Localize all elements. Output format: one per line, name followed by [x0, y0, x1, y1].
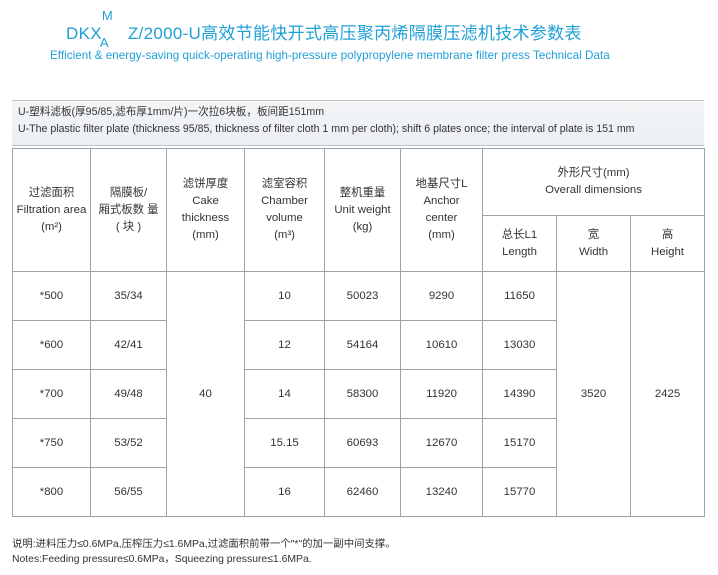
cell-plates: 56/55 [90, 467, 167, 517]
model-prefix: DKX [66, 24, 102, 43]
title-english: Efficient & energy-saving quick-operatin… [50, 49, 610, 62]
cell-anchor: 12670 [400, 418, 483, 468]
footnote-en: Notes:Feeding pressure≤0.6MPa，Squeezing … [12, 554, 312, 565]
header-anchor-center: 地基尺寸L Anchor center (mm) [400, 148, 483, 272]
technical-data-table: 过滤面积 Filtration area (m²) 隔膜板/厢式板数 量( 块 ) … [12, 148, 706, 517]
header-chamber-volume: 滤室容积 Chamber volume (m³) [244, 148, 325, 272]
cell-area: *700 [12, 369, 91, 419]
cell-anchor: 13240 [400, 467, 483, 517]
cell-width: 3520 [556, 271, 631, 517]
cell-area: *750 [12, 418, 91, 468]
model-sup: M [101, 8, 113, 23]
plate-note-en: U-The plastic filter plate (thickness 95… [18, 123, 635, 135]
header-overall-dimensions: 外形尺寸(mm) Overall dimensions [481, 148, 706, 216]
table-row: *700 49/48 14 58300 11920 14390 [12, 369, 705, 419]
cell-chamber: 14 [244, 369, 325, 419]
cell-height: 2425 [629, 271, 706, 517]
footnote-cn: 说明:进料压力≤0.6MPa,压榨压力≤1.6MPa,过滤面积前带一个"*"的加… [12, 539, 396, 550]
header-row-1: 过滤面积 Filtration area (m²) 隔膜板/厢式板数 量( 块 ) … [12, 148, 706, 272]
cell-anchor: 10610 [400, 320, 483, 370]
model-sub: A [99, 35, 109, 50]
cell-length: 14390 [482, 369, 557, 419]
cell-weight: 62460 [324, 467, 401, 517]
model-rest: Z/2000-U [127, 24, 202, 43]
header-area: 过滤面积 Filtration area (m²) [12, 148, 91, 272]
cell-weight: 60693 [324, 418, 401, 468]
cell-anchor: 11920 [400, 369, 483, 419]
cell-anchor: 9290 [400, 271, 483, 321]
table-row: *800 56/55 16 62460 13240 15770 [12, 467, 705, 517]
plate-note-box: U-塑料滤板(厚95/85,滤布厚1mm/片)一次拉6块板，板间距151mm U… [12, 100, 704, 146]
cell-length: 15770 [482, 467, 557, 517]
cell-plates: 42/41 [90, 320, 167, 370]
cell-length: 15170 [482, 418, 557, 468]
table-row: *750 53/52 15.15 60693 12670 15170 [12, 418, 705, 468]
header-length: 总长L1 Length [482, 215, 557, 272]
header-row-2: 总长L1 Length 宽 Width 高 Height [13, 215, 706, 272]
table-row: *500 35/34 40 10 50023 9290 11650 3520 2… [12, 271, 706, 517]
cell-length: 13030 [482, 320, 557, 370]
cell-chamber: 16 [244, 467, 325, 517]
cell-area: *600 [12, 320, 91, 370]
header-width: 宽 Width [556, 215, 631, 272]
cell-cake-thickness: 40 [166, 271, 245, 517]
cell-plates: 53/52 [90, 418, 167, 468]
header-cake-thickness: 滤饼厚度 Cake thickness (mm) [166, 148, 245, 272]
plate-note-cn: U-塑料滤板(厚95/85,滤布厚1mm/片)一次拉6块板，板间距151mm [18, 106, 325, 118]
cell-chamber: 15.15 [244, 418, 325, 468]
cell-area: *800 [12, 467, 91, 517]
document-title: DKX M A Z/2000-U 高效节能快开式高压聚丙烯隔膜压滤机技术参数表 [66, 8, 582, 50]
cell-weight: 58300 [324, 369, 401, 419]
cell-area: *500 [12, 271, 91, 321]
cell-weight: 50023 [324, 271, 401, 321]
header-height: 高 Height [629, 215, 706, 272]
cell-chamber: 12 [244, 320, 325, 370]
model-superscript-subscript: M A [100, 8, 128, 50]
header-plates: 隔膜板/厢式板数 量( 块 ) [90, 148, 167, 272]
cell-chamber: 10 [244, 271, 325, 321]
cell-length: 11650 [482, 271, 557, 321]
footnote: 说明:进料压力≤0.6MPa,压榨压力≤1.6MPa,过滤面积前带一个"*"的加… [12, 537, 396, 567]
cell-plates: 35/34 [90, 271, 167, 321]
header-unit-weight: 整机重量 Unit weight (kg) [324, 148, 401, 272]
cell-plates: 49/48 [90, 369, 167, 419]
title-chinese: 高效节能快开式高压聚丙烯隔膜压滤机技术参数表 [201, 24, 582, 43]
cell-weight: 54164 [324, 320, 401, 370]
